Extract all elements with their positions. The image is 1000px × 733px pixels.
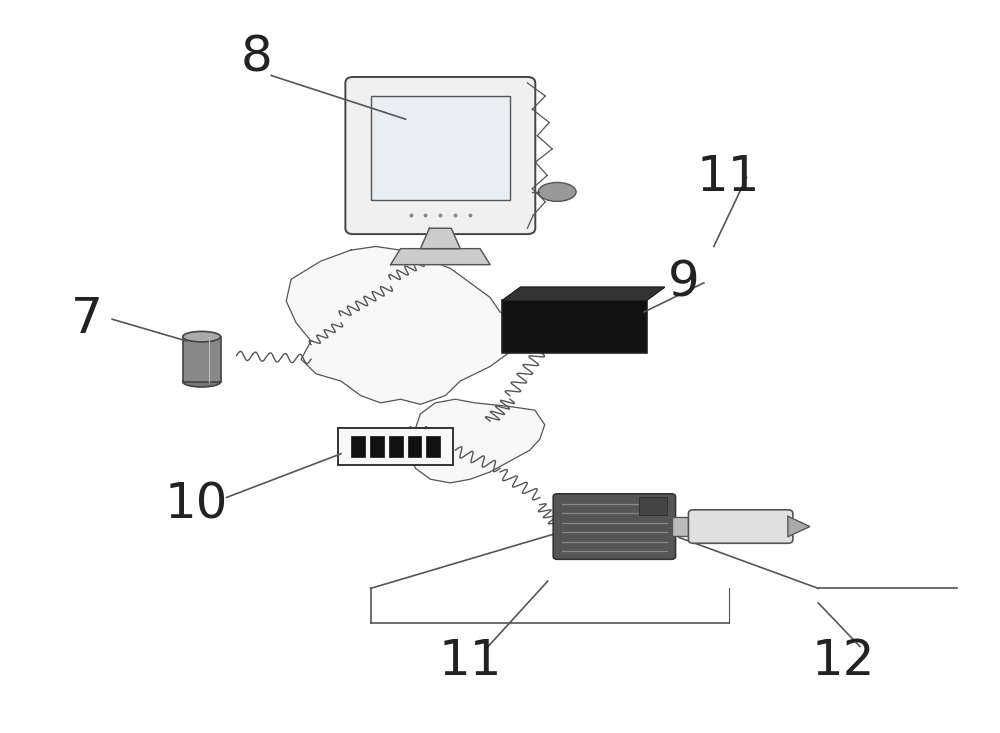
Polygon shape: [502, 287, 665, 301]
Bar: [371, 95, 510, 200]
Bar: [426, 435, 440, 457]
Text: 11: 11: [697, 153, 760, 202]
FancyBboxPatch shape: [345, 77, 535, 234]
FancyBboxPatch shape: [688, 510, 793, 543]
Bar: [502, 301, 647, 353]
Text: 10: 10: [165, 481, 228, 528]
Text: 7: 7: [71, 295, 103, 343]
Ellipse shape: [538, 183, 576, 202]
Ellipse shape: [183, 377, 221, 387]
Bar: [338, 427, 453, 465]
Ellipse shape: [183, 331, 221, 342]
Bar: [183, 336, 221, 382]
Polygon shape: [420, 228, 460, 248]
Bar: [389, 435, 403, 457]
Polygon shape: [788, 516, 810, 537]
Bar: [408, 435, 421, 457]
Text: 9: 9: [668, 259, 700, 307]
Bar: [672, 517, 693, 536]
Text: 12: 12: [811, 637, 875, 685]
Bar: [370, 435, 384, 457]
Text: 11: 11: [438, 637, 502, 685]
Polygon shape: [391, 248, 490, 265]
Polygon shape: [411, 399, 545, 483]
Polygon shape: [286, 246, 530, 405]
FancyBboxPatch shape: [553, 494, 676, 559]
Bar: [351, 435, 365, 457]
Bar: [639, 497, 667, 515]
Text: 8: 8: [240, 33, 272, 81]
